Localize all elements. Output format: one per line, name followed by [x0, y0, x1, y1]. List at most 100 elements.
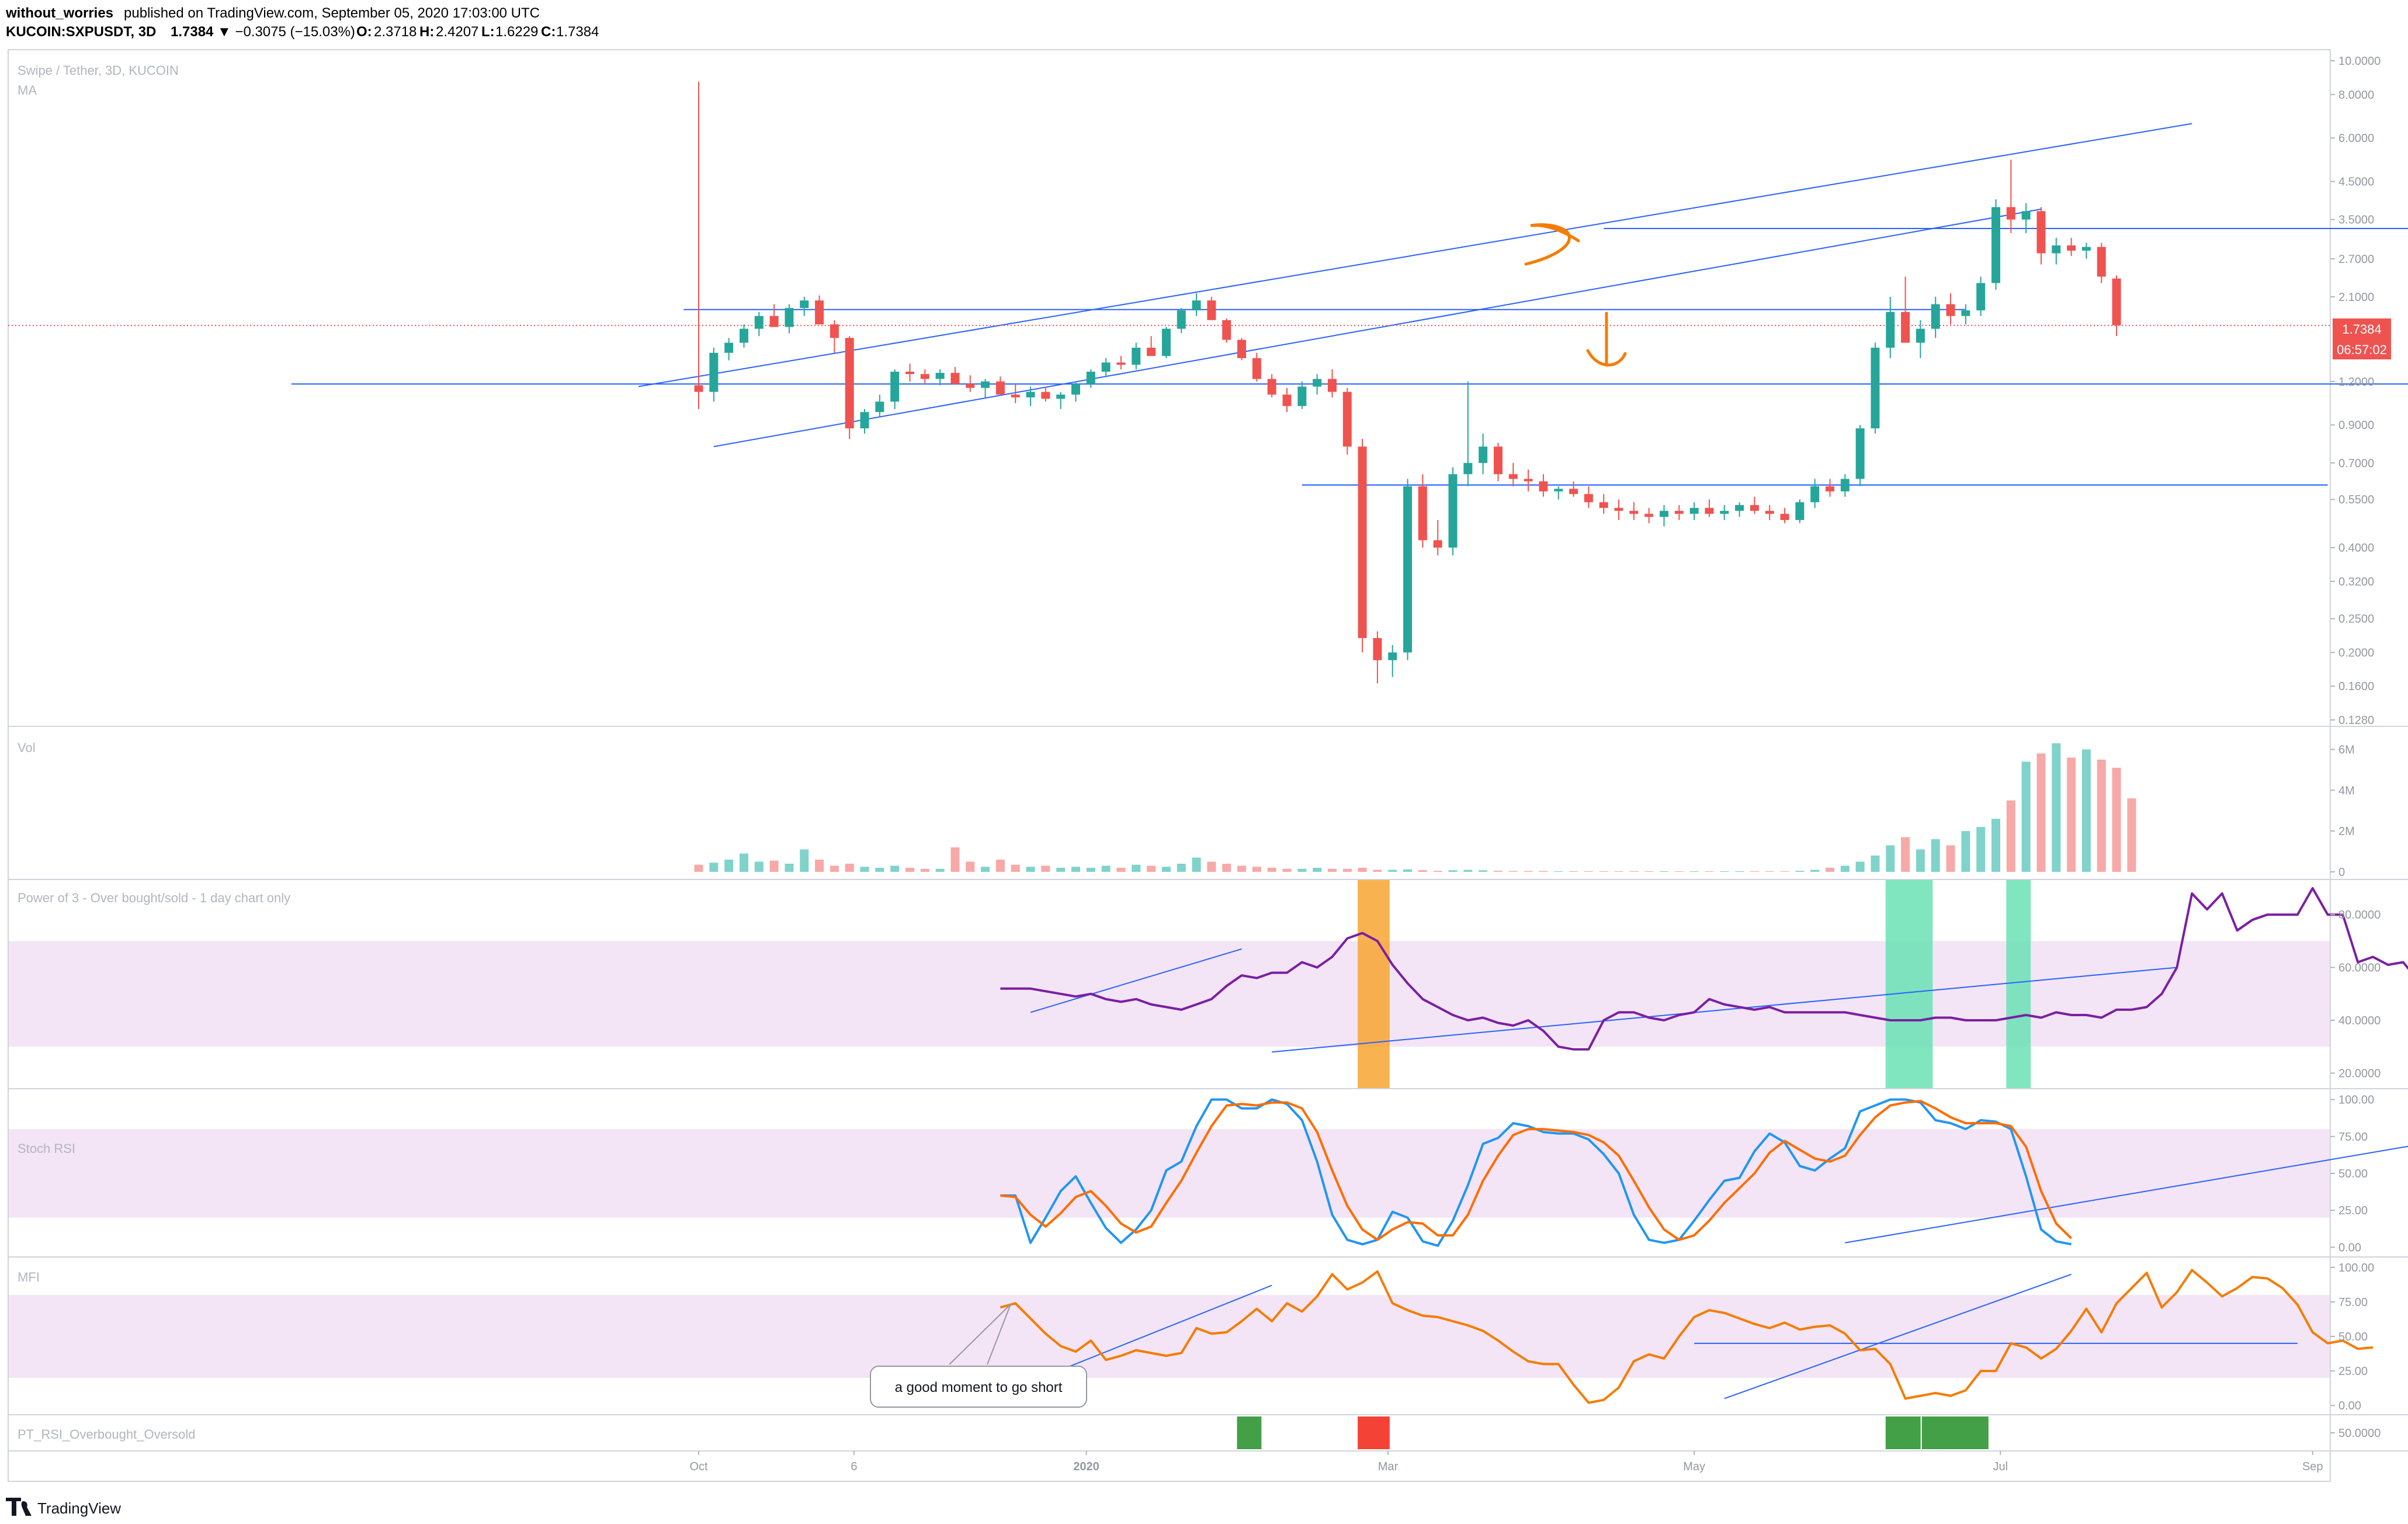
- volume-bar: [1584, 871, 1593, 872]
- candle: [754, 311, 764, 337]
- orange-down-arrow[interactable]: [1586, 311, 1627, 367]
- candle-body: [1689, 508, 1699, 514]
- candle-body: [1750, 505, 1759, 511]
- candle-body: [1539, 481, 1548, 491]
- orange-curl-drawing[interactable]: [1524, 223, 1580, 266]
- volume-bar: [1689, 871, 1699, 872]
- candle: [1479, 434, 1488, 474]
- candle: [1705, 499, 1714, 517]
- volume-bar: [1976, 827, 1986, 872]
- candle: [1493, 442, 1503, 482]
- candle-body: [1584, 494, 1593, 503]
- volume-bar: [1297, 868, 1307, 872]
- short-callout[interactable]: a good moment to go short: [870, 1304, 1087, 1408]
- candle-body: [1735, 505, 1744, 511]
- candle: [905, 363, 914, 382]
- volume-bar: [724, 860, 734, 872]
- volume-bar: [1267, 868, 1276, 872]
- candle: [1780, 508, 1789, 524]
- price-trend-line[interactable]: [638, 123, 2192, 387]
- volume-bar: [1071, 867, 1080, 872]
- rsi-tick-label: 20.0000: [2338, 1067, 2381, 1080]
- candle-body: [815, 300, 824, 325]
- ohlc-low-label: L:: [481, 24, 495, 40]
- trend-lines[interactable]: [291, 123, 2408, 1400]
- stoch-tick-label: 0.00: [2338, 1241, 2361, 1254]
- volume-bar: [694, 864, 703, 872]
- candle: [1554, 486, 1563, 500]
- symbol-interval[interactable]: KUCOIN:SXPUSDT, 3D: [6, 24, 156, 40]
- candle: [2067, 238, 2076, 257]
- volume-bar: [785, 864, 794, 872]
- candle: [1373, 631, 1382, 684]
- candle: [1689, 502, 1699, 520]
- stoch-d-line: [1000, 1100, 2073, 1241]
- candle: [1388, 645, 1397, 677]
- candle-body: [1840, 479, 1850, 491]
- tradingview-logo[interactable]: TradingView: [6, 1498, 121, 1517]
- price-tick-label: 8.0000: [2338, 89, 2374, 102]
- candle: [1599, 494, 1608, 514]
- candle: [1524, 469, 1533, 491]
- price-trend-line[interactable]: [713, 208, 2042, 448]
- candle-body: [739, 328, 748, 343]
- candle: [1313, 374, 1322, 395]
- candle-body: [966, 384, 975, 388]
- volume-bar: [1705, 871, 1714, 872]
- candle-body: [694, 385, 703, 392]
- stoch-trend-line[interactable]: [1845, 1118, 2408, 1244]
- candle-body: [875, 401, 884, 413]
- volume-bar: [1795, 871, 1805, 872]
- candle-body: [830, 324, 839, 338]
- candle: [1237, 338, 1247, 361]
- orange-drawings[interactable]: [1524, 223, 1627, 367]
- rsi-trend-line[interactable]: [1030, 948, 1242, 1013]
- candle-body: [845, 338, 854, 429]
- candle: [1086, 369, 1095, 388]
- candle-body: [1358, 446, 1367, 638]
- candle: [2021, 203, 2031, 233]
- candle: [1855, 425, 1865, 487]
- candle-body: [1674, 511, 1684, 514]
- candle-body: [1508, 474, 1518, 479]
- mfi-line: [1000, 1269, 2374, 1404]
- countdown-tag-bg: [2333, 340, 2391, 359]
- candle-body: [1976, 283, 1986, 311]
- candle: [1207, 296, 1216, 320]
- volume-bar: [2021, 761, 2031, 872]
- ohlc-high-label: H:: [419, 24, 434, 40]
- candle: [1297, 381, 1307, 409]
- volume-bar: [1629, 871, 1639, 872]
- candle-body: [2081, 247, 2091, 251]
- candle: [1116, 356, 1126, 370]
- candle-body: [1826, 486, 1834, 491]
- volume-bar: [1252, 867, 1261, 872]
- candle: [1222, 318, 1231, 343]
- x-tick-label: Jul: [1993, 1460, 2008, 1473]
- candle-body: [995, 381, 1005, 395]
- volume-bar: [1433, 871, 1442, 872]
- pt-rsi-block: [1358, 1416, 1390, 1449]
- volume-bar: [2036, 753, 2046, 872]
- candle: [1327, 369, 1337, 398]
- candle: [1886, 296, 1895, 358]
- candle: [1161, 327, 1171, 358]
- volume-bar: [860, 867, 869, 872]
- candle: [1976, 276, 1986, 316]
- volume-bar: [1388, 870, 1397, 872]
- candle: [2006, 160, 2015, 233]
- candle-body: [950, 373, 960, 385]
- mfi-tick-label: 25.00: [2338, 1365, 2368, 1378]
- mfi-trend-line[interactable]: [1724, 1273, 2072, 1400]
- rsi-bands: [9, 941, 2330, 1378]
- rsi-trend-line[interactable]: [1272, 967, 2177, 1053]
- volume-bar: [1358, 868, 1367, 872]
- candle: [860, 408, 869, 434]
- x-tick-label: Sep: [2302, 1460, 2323, 1473]
- author-name[interactable]: without_worries: [5, 5, 113, 21]
- price-change: ▼ −0.3075 (−15.03%): [217, 24, 355, 40]
- candle-body: [1554, 489, 1563, 491]
- price-pane-title: Swipe / Tether, 3D, KUCOIN: [18, 63, 179, 78]
- volume-bar: [1840, 865, 1850, 872]
